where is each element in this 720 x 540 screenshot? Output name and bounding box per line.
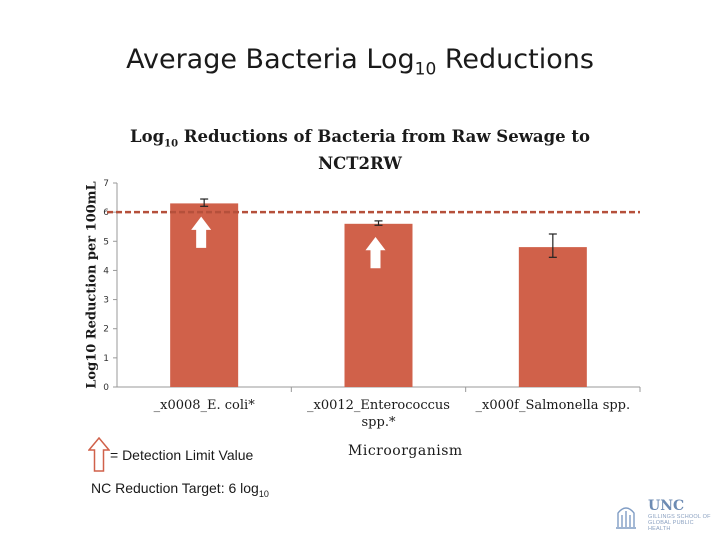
bar	[519, 247, 587, 387]
x-tick-label: _x000f_Salmonella spp.	[463, 397, 643, 414]
x-tick-label: _x0012_Enterococcus spp.*	[289, 397, 469, 431]
logo-name: UNC	[648, 498, 684, 514]
legend-text: = Detection Limit Value	[110, 447, 253, 463]
y-tick-label: 5	[103, 237, 109, 247]
y-tick-label: 7	[103, 179, 109, 189]
up-arrow-icon	[88, 437, 110, 473]
x-tick-label: _x0008_E. coli*	[114, 397, 294, 414]
y-tick-label: 4	[103, 266, 109, 276]
x-axis-label: Microorganism	[348, 443, 463, 459]
y-tick-label: 3	[103, 296, 109, 306]
target-note: NC Reduction Target: 6 log10	[91, 480, 269, 499]
logo-subtitle: GILLINGS SCHOOL OF GLOBAL PUBLIC HEALTH	[648, 514, 718, 532]
y-tick-label: 2	[103, 325, 109, 335]
y-tick-label: 1	[103, 354, 109, 364]
y-tick-label: 0	[103, 383, 109, 393]
